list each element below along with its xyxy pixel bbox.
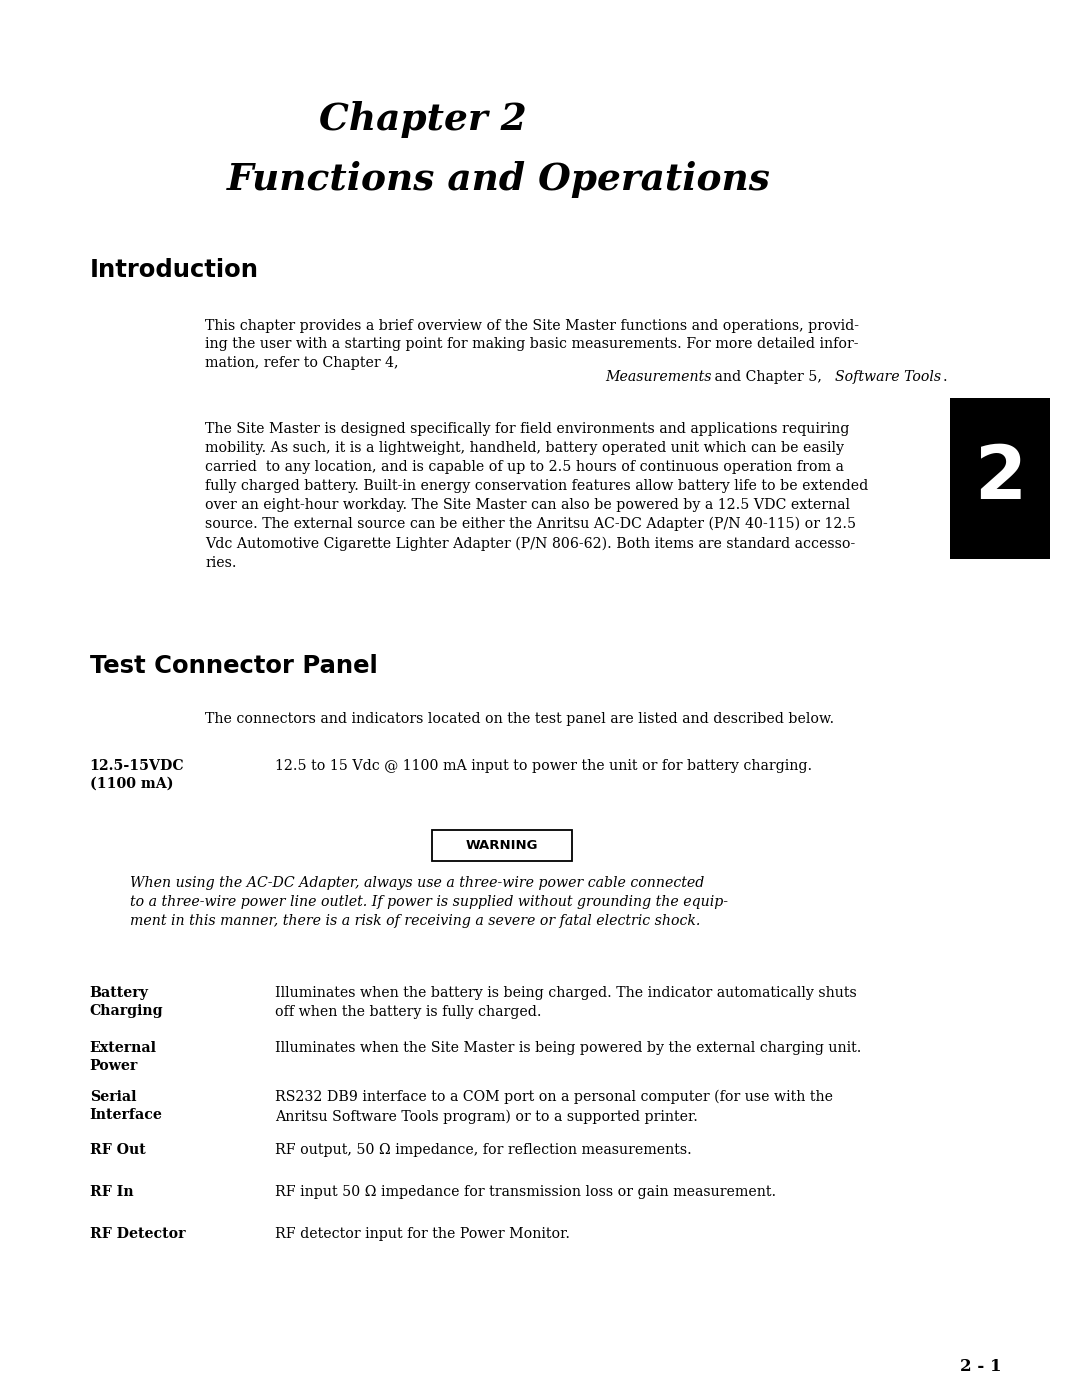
- Text: .: .: [943, 370, 947, 384]
- Text: 12.5-15VDC
(1100 mA): 12.5-15VDC (1100 mA): [90, 759, 185, 791]
- Text: RF input 50 Ω impedance for transmission loss or gain measurement.: RF input 50 Ω impedance for transmission…: [275, 1185, 777, 1199]
- Text: Measurements: Measurements: [605, 370, 712, 384]
- Bar: [432, 830, 572, 861]
- Text: Chapter 2: Chapter 2: [319, 101, 526, 137]
- Text: RF Out: RF Out: [90, 1143, 146, 1157]
- Text: 2: 2: [974, 441, 1026, 515]
- Text: RF In: RF In: [90, 1185, 133, 1199]
- Text: RF detector input for the Power Monitor.: RF detector input for the Power Monitor.: [275, 1227, 570, 1241]
- Text: This chapter provides a brief overview of the Site Master functions and operatio: This chapter provides a brief overview o…: [205, 319, 860, 370]
- Text: 12.5 to 15 Vdc @ 1100 mA input to power the unit or for battery charging.: 12.5 to 15 Vdc @ 1100 mA input to power …: [275, 759, 812, 773]
- Text: WARNING: WARNING: [465, 838, 539, 852]
- Text: Illuminates when the battery is being charged. The indicator automatically shuts: Illuminates when the battery is being ch…: [275, 986, 858, 1020]
- Text: When using the AC-DC Adapter, always use a three-wire power cable connected
to a: When using the AC-DC Adapter, always use…: [130, 876, 728, 928]
- Text: RS232 DB9 interface to a COM port on a personal computer (for use with the
Anrit: RS232 DB9 interface to a COM port on a p…: [275, 1090, 834, 1123]
- Text: RF Detector: RF Detector: [90, 1227, 185, 1241]
- Text: Functions and Operations: Functions and Operations: [227, 161, 771, 197]
- Text: RF output, 50 Ω impedance, for reflection measurements.: RF output, 50 Ω impedance, for reflectio…: [275, 1143, 692, 1157]
- Text: Illuminates when the Site Master is being powered by the external charging unit.: Illuminates when the Site Master is bein…: [275, 1041, 862, 1055]
- Text: Battery
Charging: Battery Charging: [90, 986, 163, 1018]
- Bar: [950, 398, 1050, 559]
- Text: Software Tools: Software Tools: [835, 370, 941, 384]
- Text: Introduction: Introduction: [90, 258, 258, 282]
- Text: Serial
Interface: Serial Interface: [90, 1090, 162, 1122]
- Text: Test Connector Panel: Test Connector Panel: [90, 654, 377, 678]
- Text: and Chapter 5,: and Chapter 5,: [710, 370, 826, 384]
- Text: 2 - 1: 2 - 1: [960, 1358, 1001, 1375]
- Text: The connectors and indicators located on the test panel are listed and described: The connectors and indicators located on…: [205, 712, 835, 726]
- Text: External
Power: External Power: [90, 1041, 157, 1073]
- Text: The Site Master is designed specifically for field environments and applications: The Site Master is designed specifically…: [205, 422, 868, 570]
